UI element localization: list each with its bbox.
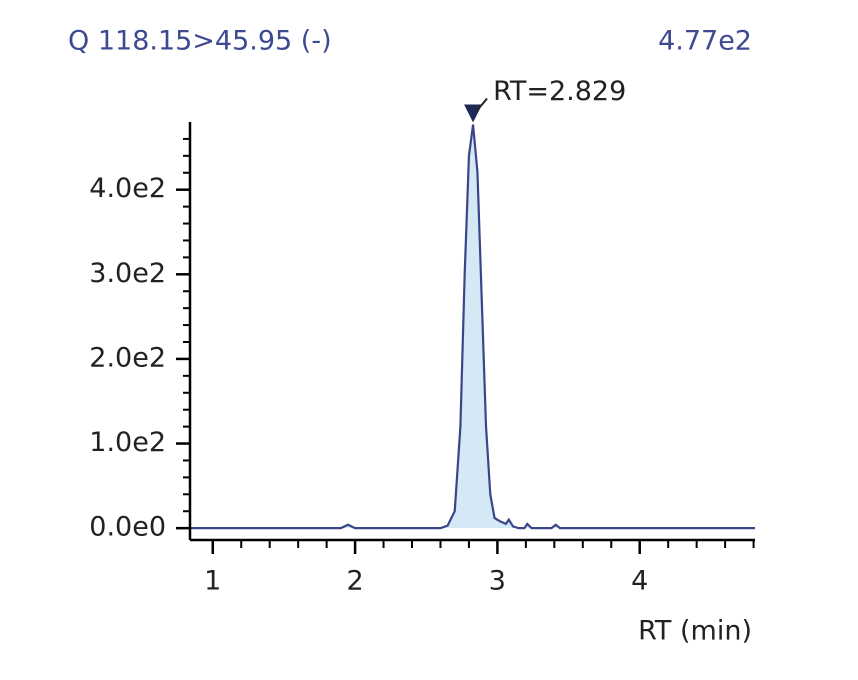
x-tick-label: 4 <box>631 566 648 597</box>
peak-label: RT=2.829 <box>493 76 626 107</box>
line <box>190 124 755 530</box>
x-tick-label: 1 <box>204 566 221 597</box>
y-tick-label: 3.0e2 <box>89 258 166 289</box>
y-tick-label: 1.0e2 <box>89 427 166 458</box>
x-tick-label: 3 <box>489 566 506 597</box>
x-tick-label: 2 <box>346 566 363 597</box>
y-tick-label: 2.0e2 <box>89 342 166 373</box>
y-tick-label: 0.0e0 <box>89 512 166 543</box>
area <box>190 124 755 529</box>
chart-title: Q 118.15>45.95 (-) <box>68 26 332 57</box>
peak-leader <box>476 97 488 112</box>
y-tick-label: 4.0e2 <box>89 173 166 204</box>
max-label: 4.77e2 <box>658 26 752 57</box>
x-axis-label: RT (min) <box>638 616 752 647</box>
